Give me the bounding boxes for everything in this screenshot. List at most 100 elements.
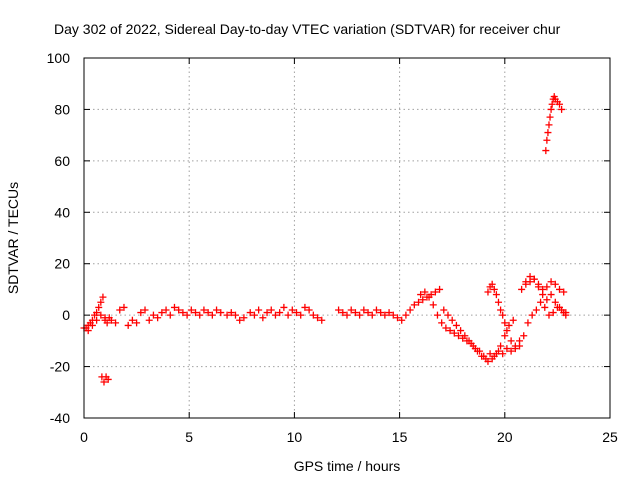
data-point xyxy=(551,298,559,306)
data-point xyxy=(154,314,162,322)
data-point xyxy=(484,288,492,296)
data-point xyxy=(545,121,553,129)
data-point xyxy=(213,306,221,314)
data-point xyxy=(141,306,149,314)
data-point xyxy=(543,296,551,304)
plot-frame xyxy=(83,57,611,419)
data-point xyxy=(549,309,557,317)
data-point xyxy=(450,329,458,337)
data-point xyxy=(255,306,263,314)
data-point xyxy=(183,311,191,319)
data-point xyxy=(267,306,275,314)
y-tick-label: 60 xyxy=(54,153,70,169)
data-point xyxy=(187,306,195,314)
data-point xyxy=(360,306,368,314)
data-point xyxy=(530,275,538,283)
data-point xyxy=(562,309,570,317)
data-point xyxy=(547,105,555,113)
data-point xyxy=(339,309,347,317)
data-point xyxy=(175,306,183,314)
data-point xyxy=(293,309,301,317)
data-point xyxy=(263,309,271,317)
data-point xyxy=(419,296,427,304)
data-point xyxy=(104,375,112,383)
data-point xyxy=(494,298,502,306)
data-point xyxy=(116,306,124,314)
data-point xyxy=(547,291,555,299)
data-point xyxy=(364,309,372,317)
data-point xyxy=(524,319,532,327)
data-point xyxy=(490,285,498,293)
data-point xyxy=(347,306,355,314)
data-point xyxy=(442,324,450,332)
data-point xyxy=(448,316,456,324)
y-tick-label: 0 xyxy=(62,307,70,323)
data-point xyxy=(537,298,545,306)
data-point xyxy=(133,319,141,327)
y-tick-label: -20 xyxy=(50,359,70,375)
x-tick-label: 20 xyxy=(497,429,513,445)
axis-ticks: 0 5 10 15 20 25 -40 -20 0 20 40 60 80 100 xyxy=(47,50,618,445)
y-tick-label: 100 xyxy=(47,50,71,66)
data-point xyxy=(192,309,200,317)
data-point xyxy=(389,311,397,319)
data-point xyxy=(406,306,414,314)
data-point xyxy=(259,314,267,322)
data-point xyxy=(227,309,235,317)
data-point xyxy=(343,311,351,319)
data-point xyxy=(240,314,248,322)
data-point xyxy=(231,311,239,319)
data-point xyxy=(101,314,109,322)
data-point xyxy=(560,288,568,296)
data-point xyxy=(499,350,507,358)
data-point xyxy=(556,100,564,108)
data-point xyxy=(368,311,376,319)
data-point xyxy=(97,311,105,319)
data-point xyxy=(372,306,380,314)
data-point xyxy=(459,334,467,342)
data-point xyxy=(107,316,115,324)
data-point xyxy=(170,303,178,311)
data-point xyxy=(463,337,471,345)
data-point xyxy=(351,309,359,317)
data-point xyxy=(532,306,540,314)
data-point xyxy=(544,129,552,137)
data-point xyxy=(551,280,559,288)
data-point xyxy=(280,303,288,311)
data-point xyxy=(112,319,120,327)
data-point xyxy=(444,311,452,319)
data-point xyxy=(528,311,536,319)
data-point xyxy=(402,311,410,319)
data-point xyxy=(271,311,279,319)
data-point xyxy=(284,311,292,319)
data-point xyxy=(425,293,433,301)
data-point xyxy=(539,291,547,299)
data-point xyxy=(246,309,254,317)
x-tick-label: 15 xyxy=(392,429,408,445)
data-point xyxy=(100,378,108,386)
data-point xyxy=(97,298,105,306)
data-point xyxy=(546,113,554,121)
data-point xyxy=(200,306,208,314)
x-tick-label: 0 xyxy=(80,429,88,445)
data-point xyxy=(548,100,556,108)
data-point xyxy=(93,316,101,324)
data-point xyxy=(179,309,187,317)
data-point xyxy=(385,309,393,317)
data-point xyxy=(158,309,166,317)
data-point xyxy=(93,309,101,317)
data-point xyxy=(124,321,132,329)
y-axis-label: SDTVAR / TECUs xyxy=(5,182,21,294)
data-point xyxy=(128,316,136,324)
data-point xyxy=(558,105,566,113)
x-axis-label: GPS time / hours xyxy=(294,458,401,474)
data-point xyxy=(556,285,564,293)
data-point xyxy=(507,347,515,355)
data-point xyxy=(503,345,511,353)
data-point xyxy=(103,319,111,327)
data-point xyxy=(543,136,551,144)
data-point xyxy=(196,311,204,319)
data-point xyxy=(288,306,296,314)
data-point xyxy=(547,278,555,286)
data-point xyxy=(520,332,528,340)
